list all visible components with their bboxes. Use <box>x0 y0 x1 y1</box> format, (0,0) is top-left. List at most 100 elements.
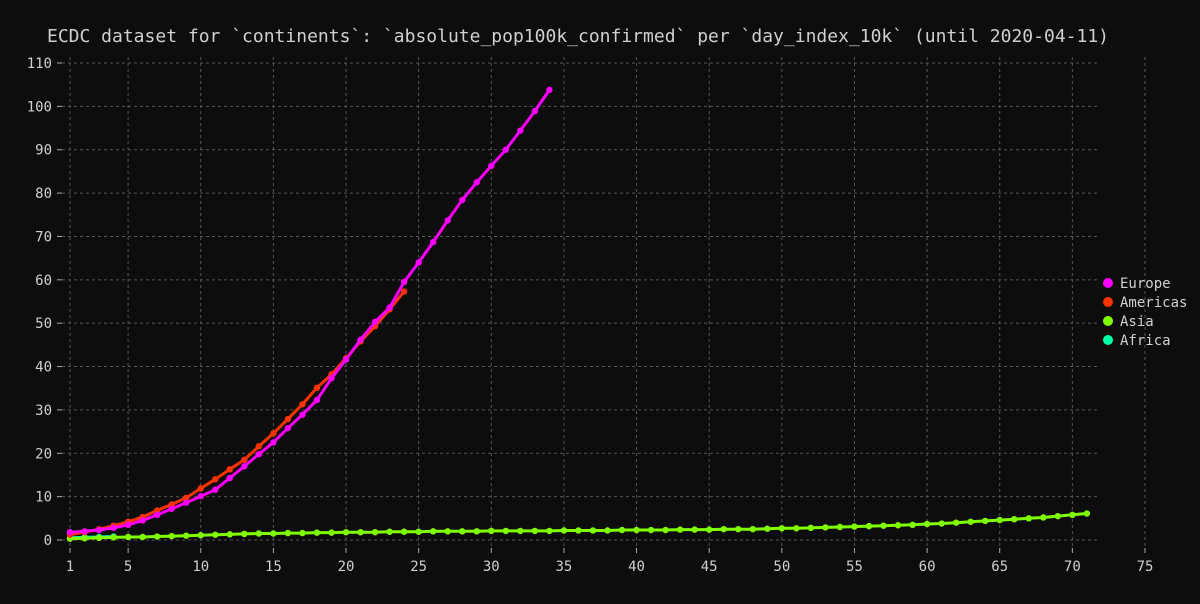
y-tick-label: 30 <box>35 403 52 419</box>
legend: Europe Americas Asia Africa <box>1103 276 1187 349</box>
data-point-asia <box>996 516 1003 524</box>
data-point-asia <box>778 525 786 532</box>
data-point-europe <box>226 474 233 482</box>
data-point-asia <box>691 526 698 533</box>
data-point-asia <box>836 523 844 531</box>
data-point-europe <box>139 517 146 524</box>
x-axis-ticks: 1 5 10 15 20 25 30 35 40 45 50 55 60 65 70 75 <box>66 548 1154 575</box>
chart-title: ECDC dataset for `continents`: `absolute… <box>47 26 1109 47</box>
x-tick-label: 75 <box>1137 559 1154 575</box>
x-tick-label: 45 <box>701 559 718 575</box>
data-point-asia <box>328 529 335 536</box>
series-line-europe <box>69 89 551 534</box>
data-point-asia <box>705 526 713 533</box>
data-point-asia <box>546 527 553 535</box>
y-tick-label: 60 <box>35 273 52 289</box>
data-point-asia <box>662 526 669 534</box>
data-point-asia <box>110 534 117 541</box>
data-point-asia <box>371 528 379 536</box>
legend-label-asia: Asia <box>1120 314 1154 330</box>
data-point-asia <box>313 529 321 536</box>
data-point-asia <box>720 525 727 533</box>
data-point-asia <box>1069 511 1076 519</box>
data-point-asia <box>488 527 495 535</box>
data-point-europe <box>371 318 379 326</box>
data-point-americas <box>270 430 277 437</box>
data-point-europe <box>342 356 350 363</box>
data-point-asia <box>865 522 873 530</box>
data-point-asia <box>444 528 451 535</box>
data-point-asia <box>633 526 640 534</box>
data-point-europe <box>197 493 204 500</box>
data-point-asia <box>81 535 88 542</box>
data-point-asia <box>967 518 974 525</box>
data-point-americas <box>212 476 219 483</box>
y-tick-label: 0 <box>44 533 52 549</box>
data-point-asia <box>284 529 292 537</box>
data-point-asia <box>270 530 277 537</box>
data-point-asia <box>502 527 510 535</box>
data-point-asia <box>531 527 539 535</box>
data-point-asia <box>749 525 756 533</box>
x-tick-label: 30 <box>483 559 500 575</box>
x-tick-label: 1 <box>66 559 74 575</box>
data-point-europe <box>473 179 480 186</box>
x-tick-label: 35 <box>555 559 572 575</box>
data-point-asia <box>124 533 132 541</box>
y-tick-label: 70 <box>35 229 52 245</box>
data-point-asia <box>793 525 800 532</box>
data-point-asia <box>822 524 829 531</box>
data-point-europe <box>429 238 437 246</box>
x-tick-label: 20 <box>338 559 355 575</box>
data-point-europe <box>313 396 321 404</box>
data-point-asia <box>415 528 422 535</box>
data-point-asia <box>909 521 916 529</box>
legend-marker-asia <box>1103 316 1113 326</box>
data-point-europe <box>531 107 539 115</box>
data-point-europe <box>328 375 335 382</box>
y-axis-ticks: 0 10 20 30 40 50 60 70 80 90 100 110 <box>27 56 62 549</box>
data-point-asia <box>575 527 582 534</box>
x-tick-label: 5 <box>124 559 132 575</box>
data-point-asia <box>168 532 175 540</box>
data-point-europe <box>400 278 408 286</box>
y-tick-label: 90 <box>35 143 52 159</box>
data-point-asia <box>1083 510 1091 517</box>
series-americas <box>66 288 408 538</box>
data-point-asia <box>735 525 742 533</box>
data-point-europe <box>546 86 553 94</box>
data-point-asia <box>212 531 219 538</box>
data-point-europe <box>241 463 248 470</box>
legend-marker-africa <box>1103 335 1113 345</box>
data-point-asia <box>604 527 611 534</box>
data-point-asia <box>342 528 350 536</box>
data-point-asia <box>1040 514 1047 521</box>
x-tick-label: 65 <box>991 559 1008 575</box>
y-tick-label: 20 <box>35 446 52 462</box>
y-tick-label: 100 <box>27 99 52 115</box>
y-tick-label: 110 <box>27 56 52 72</box>
legend-marker-europe <box>1103 278 1113 288</box>
data-point-europe <box>502 146 510 153</box>
data-point-europe <box>415 259 422 266</box>
data-point-asia <box>429 528 437 535</box>
data-point-asia <box>255 530 263 537</box>
data-point-asia <box>153 533 161 540</box>
x-tick-label: 25 <box>410 559 427 575</box>
x-tick-label: 15 <box>265 559 282 575</box>
data-point-asia <box>764 525 771 532</box>
data-point-asia <box>473 528 480 535</box>
data-point-asia <box>560 527 568 534</box>
data-point-asia <box>400 528 408 535</box>
data-point-europe <box>153 511 161 519</box>
data-point-asia <box>589 527 597 534</box>
data-point-asia <box>459 528 466 535</box>
data-point-asia <box>938 520 945 527</box>
y-tick-label: 50 <box>35 316 52 332</box>
y-tick-label: 10 <box>35 490 52 506</box>
data-point-europe <box>212 486 219 493</box>
data-point-europe <box>386 304 393 311</box>
series-line-americas <box>69 290 406 537</box>
